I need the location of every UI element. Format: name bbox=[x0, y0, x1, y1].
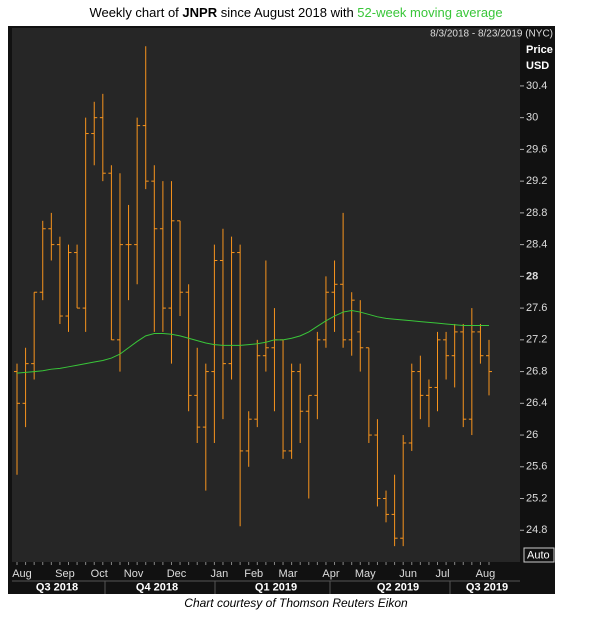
moving-average-line bbox=[16, 309, 489, 374]
date-range: 8/3/2018 - 8/23/2019 (NYC) bbox=[430, 29, 553, 40]
y-tick-label: 28 bbox=[526, 270, 538, 282]
title-part: Weekly chart of bbox=[89, 5, 182, 20]
y-axis-unit: USD bbox=[526, 60, 549, 72]
x-tick-label: Feb bbox=[244, 568, 263, 580]
x-tick-label: Jul bbox=[435, 568, 449, 580]
auto-button-label[interactable]: Auto bbox=[527, 549, 550, 561]
x-tick-label: Jun bbox=[399, 568, 417, 580]
footer: Chart courtesy of Thomson Reuters Eikon bbox=[184, 596, 408, 610]
x-tick-label: Nov bbox=[124, 568, 144, 580]
x-tick-label: Jan bbox=[211, 568, 229, 580]
y-tick-label: 27.2 bbox=[526, 334, 547, 346]
x-tick-label: Dec bbox=[167, 568, 187, 580]
x-tick-label: Mar bbox=[279, 568, 298, 580]
x-tick-label: Sep bbox=[55, 568, 75, 580]
title-ticker: JNPR bbox=[182, 5, 217, 20]
y-tick-label: 30 bbox=[526, 112, 538, 124]
title-part: since August 2018 with bbox=[217, 5, 357, 20]
quarter-label: Q3 2018 bbox=[36, 581, 78, 593]
y-tick-label: 24.8 bbox=[526, 524, 547, 536]
y-tick-label: 26.4 bbox=[526, 397, 547, 409]
auto-button[interactable] bbox=[523, 547, 555, 563]
x-tick-label: Aug bbox=[12, 568, 32, 580]
quarter-label: Q1 2019 bbox=[255, 581, 297, 593]
y-tick-label: 28.8 bbox=[526, 207, 547, 219]
y-tick-label: 29.6 bbox=[526, 143, 547, 155]
y-tick-label: 25.2 bbox=[526, 492, 547, 504]
chart-title: Weekly chart of JNPR since August 2018 w… bbox=[89, 5, 502, 20]
quarter-label: Q4 2018 bbox=[136, 581, 178, 593]
x-tick-label: Oct bbox=[91, 568, 108, 580]
x-tick-label: Aug bbox=[476, 568, 496, 580]
y-tick-label: 27.6 bbox=[526, 302, 547, 314]
title-ma: 52-week moving average bbox=[357, 5, 502, 20]
y-tick-label: 25.6 bbox=[526, 461, 547, 473]
y-tick-label: 26 bbox=[526, 429, 538, 441]
y-tick-label: 30.4 bbox=[526, 80, 547, 92]
y-tick-label: 26.8 bbox=[526, 365, 547, 377]
y-axis-label: Price bbox=[526, 44, 553, 56]
x-tick-label: Apr bbox=[322, 568, 339, 580]
y-tick-label: 28.4 bbox=[526, 239, 547, 251]
quarter-label: Q2 2019 bbox=[377, 581, 419, 593]
x-tick-label: May bbox=[355, 568, 376, 580]
quarter-label: Q3 2019 bbox=[466, 581, 508, 593]
y-tick-label: 29.2 bbox=[526, 175, 547, 187]
